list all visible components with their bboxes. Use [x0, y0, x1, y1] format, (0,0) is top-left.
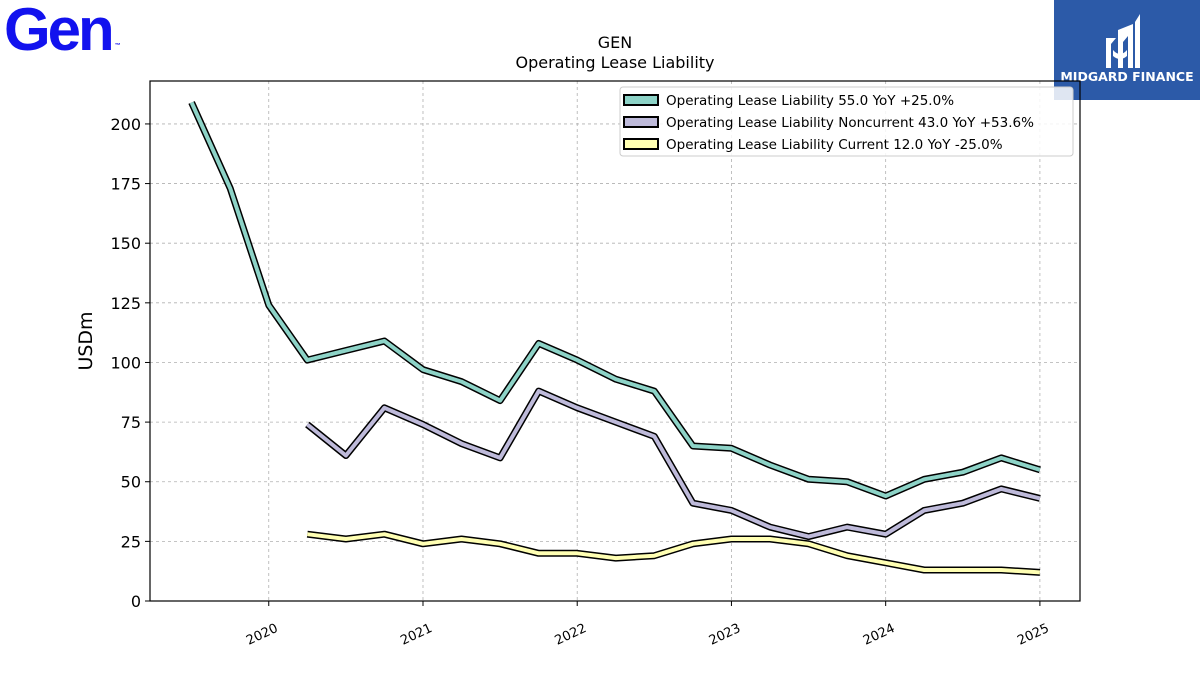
legend-label: Operating Lease Liability Noncurrent 43.… [666, 115, 1034, 131]
y-axis-ticks: 0 25 50 75 100 125 150 175 200 [110, 115, 150, 611]
midgard-logo-text: MIDGARD FINANCE [1060, 69, 1193, 84]
y-axis-label: USDm [75, 311, 97, 370]
x-tick-label: 2025 [1015, 621, 1051, 649]
x-tick-label: 2021 [398, 621, 434, 649]
legend-swatch [623, 116, 659, 128]
plot-frame [149, 80, 1081, 602]
legend-label: Operating Lease Liability Current 12.0 Y… [666, 137, 1003, 153]
legend-swatch [623, 94, 659, 106]
series-line-2 [307, 532, 1041, 575]
gen-logo-text: Gen [4, 0, 115, 63]
gen-logo-tm: ™ [114, 43, 121, 49]
midgard-finance-logo: MIDGARD FINANCE [1054, 0, 1200, 100]
x-tick-label: 2022 [553, 621, 589, 649]
y-tick-label: 200 [110, 115, 141, 134]
midgard-mark-icon [1106, 14, 1140, 68]
y-tick-label: 0 [131, 592, 141, 611]
y-tick-label: 125 [110, 294, 141, 313]
y-tick-label: 100 [110, 353, 141, 372]
grid-lines [150, 81, 1080, 602]
legend-box [619, 86, 1074, 157]
legend-label: Operating Lease Liability 55.0 YoY +25.0… [666, 93, 954, 109]
legend-swatch [623, 138, 659, 150]
chart-title: GEN [598, 33, 632, 52]
y-tick-label: 150 [110, 234, 141, 253]
legend: Operating Lease Liability 55.0 YoY +25.0… [619, 86, 1074, 157]
x-tick-label: 2023 [707, 621, 743, 649]
x-tick-label: 2024 [861, 621, 897, 649]
series-line-0 [189, 101, 1041, 498]
gen-logo: Gen ™ [4, 0, 121, 63]
y-tick-label: 25 [121, 532, 141, 551]
x-tick-label: 2020 [244, 621, 280, 649]
y-tick-label: 175 [110, 175, 141, 194]
x-axis-ticks: 2020 2021 2022 2023 2024 2025 [244, 601, 1052, 649]
y-tick-label: 50 [121, 473, 141, 492]
y-tick-label: 75 [121, 413, 141, 432]
series-layer [188, 101, 1041, 576]
midgard-logo-graphic: MIDGARD FINANCE [1054, 0, 1200, 100]
series-line-outline-2 [306, 530, 1041, 576]
chart-subtitle: Operating Lease Liability [515, 53, 714, 72]
series-line-1 [306, 389, 1041, 539]
